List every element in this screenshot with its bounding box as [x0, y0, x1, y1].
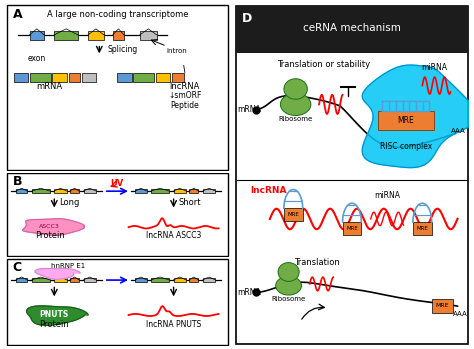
Bar: [32, 189, 50, 193]
Text: Protein: Protein: [39, 320, 69, 329]
Bar: [151, 189, 169, 193]
Text: A: A: [13, 8, 22, 21]
Bar: [55, 278, 67, 282]
Bar: [88, 31, 104, 40]
Text: Translation or stability: Translation or stability: [277, 60, 370, 69]
Text: mRNA: mRNA: [237, 288, 261, 297]
Bar: [343, 222, 361, 235]
Bar: [173, 73, 184, 82]
Bar: [203, 189, 215, 193]
Bar: [16, 189, 27, 193]
Text: mRNA: mRNA: [237, 105, 261, 114]
Text: AAA: AAA: [451, 128, 466, 134]
Text: lncRNA PNUTS: lncRNA PNUTS: [146, 320, 201, 329]
Bar: [32, 278, 50, 282]
Text: miRNA: miRNA: [374, 192, 400, 200]
Text: PNUTS: PNUTS: [40, 311, 69, 319]
Bar: [189, 189, 198, 193]
Bar: [29, 31, 44, 40]
Text: ↓smORF: ↓smORF: [168, 91, 201, 100]
Bar: [83, 189, 96, 193]
Text: Long: Long: [59, 198, 79, 207]
Ellipse shape: [281, 93, 311, 116]
Bar: [236, 6, 468, 53]
Text: RISC complex: RISC complex: [380, 142, 432, 151]
Bar: [52, 73, 67, 82]
Text: Ribosome: Ribosome: [272, 296, 306, 302]
Text: MRE: MRE: [436, 303, 449, 308]
Bar: [16, 278, 27, 282]
Text: MRE: MRE: [398, 116, 414, 125]
Text: UV: UV: [110, 179, 124, 188]
Text: Short: Short: [178, 198, 201, 207]
Bar: [284, 208, 303, 221]
Bar: [413, 222, 432, 235]
Text: intron: intron: [167, 48, 188, 54]
Bar: [432, 299, 453, 313]
Bar: [14, 73, 28, 82]
Ellipse shape: [278, 262, 299, 281]
Text: lncRNA ASCC3: lncRNA ASCC3: [146, 231, 201, 240]
Text: AAA: AAA: [453, 311, 467, 318]
Text: MRE: MRE: [287, 212, 299, 217]
Text: miRNA: miRNA: [421, 63, 447, 72]
Text: Translation: Translation: [294, 258, 340, 267]
Text: MRE: MRE: [417, 226, 428, 231]
Polygon shape: [362, 65, 474, 168]
Text: ceRNA mechanism: ceRNA mechanism: [303, 23, 401, 34]
Polygon shape: [23, 219, 85, 235]
Bar: [133, 73, 155, 82]
Bar: [189, 278, 198, 282]
Text: Splicing: Splicing: [107, 45, 137, 54]
Bar: [378, 111, 434, 130]
Text: lncRNA: lncRNA: [170, 82, 200, 91]
Text: mRNA: mRNA: [36, 82, 63, 91]
Ellipse shape: [284, 79, 307, 99]
Bar: [151, 278, 169, 282]
Bar: [136, 189, 146, 193]
Text: C: C: [13, 261, 22, 274]
Bar: [173, 278, 186, 282]
Ellipse shape: [276, 276, 301, 295]
Bar: [70, 189, 79, 193]
Bar: [136, 278, 146, 282]
Polygon shape: [35, 268, 80, 279]
Bar: [155, 73, 170, 82]
Text: exon: exon: [27, 54, 46, 63]
Bar: [203, 278, 215, 282]
Text: ASCC3: ASCC3: [39, 224, 60, 229]
Text: B: B: [13, 175, 22, 188]
Bar: [173, 189, 186, 193]
Bar: [55, 189, 67, 193]
Text: D: D: [242, 12, 252, 25]
Text: lncRNA: lncRNA: [250, 186, 286, 195]
Text: Ribosome: Ribosome: [279, 117, 313, 122]
Bar: [70, 278, 79, 282]
Bar: [140, 31, 157, 40]
Bar: [83, 278, 96, 282]
Text: MRE: MRE: [346, 226, 358, 231]
Bar: [113, 31, 124, 40]
Text: A large non-coding transcriptome: A large non-coding transcriptome: [46, 10, 188, 19]
Text: hnRNP E1: hnRNP E1: [51, 263, 85, 269]
Bar: [82, 73, 96, 82]
Bar: [55, 31, 78, 40]
Polygon shape: [27, 306, 88, 325]
Bar: [69, 73, 80, 82]
Text: Peptide: Peptide: [171, 101, 199, 110]
Bar: [117, 73, 132, 82]
Text: Protein: Protein: [35, 231, 64, 240]
Bar: [29, 73, 51, 82]
